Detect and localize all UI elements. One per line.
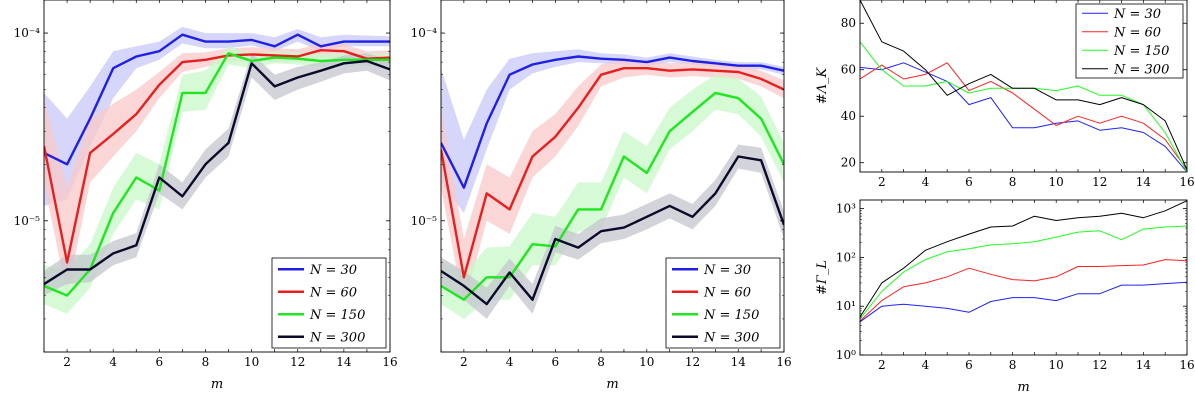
legend-entry: N = 150 <box>703 308 759 323</box>
chart-panel-4: 2 4 6 8 10 12 14 16 10⁰ 10¹ 10² 10³ m #Γ_L <box>815 199 1195 395</box>
x-tick-label: 8 <box>1009 358 1017 372</box>
x-tick-label: 12 <box>1092 175 1107 189</box>
band-n300 <box>441 144 784 319</box>
x-tick-label: 14 <box>731 355 747 369</box>
x-tick-label: 10 <box>1049 358 1064 372</box>
plot-frame <box>440 0 785 353</box>
y-tick-label: 60 <box>841 63 856 77</box>
series-line-n30 <box>860 281 1187 323</box>
series-line-n30 <box>44 33 390 166</box>
x-axis-label: m <box>211 377 223 392</box>
legend-entry: N = 300 <box>309 330 365 345</box>
legend: N = 30 N = 60 N = 150 N = 300 <box>665 257 781 349</box>
legend-entry: N = 300 <box>1113 62 1169 77</box>
legend-entry: N = 150 <box>1113 44 1169 59</box>
series-line-n150 <box>44 52 390 297</box>
legend-box <box>271 257 387 349</box>
x-tick-label: 12 <box>1092 358 1107 372</box>
legend-entry: N = 30 <box>1113 7 1161 22</box>
x-tick-label: 4 <box>922 358 930 372</box>
y-tick-label: 10³ <box>836 202 856 216</box>
x-tick-label: 12 <box>685 355 700 369</box>
legend: N = 30 N = 60 N = 150 N = 300 <box>1075 3 1184 79</box>
band-n150 <box>44 46 390 314</box>
x-tick-label: 6 <box>156 355 164 369</box>
x-tick-label: 6 <box>965 175 973 189</box>
plot-frame <box>859 199 1188 356</box>
y-tick-label: 80 <box>841 16 856 30</box>
series-line-n60 <box>441 67 784 279</box>
y-tick-label: 10² <box>836 250 856 264</box>
plot-frame <box>43 0 391 353</box>
legend-entry: N = 30 <box>309 263 357 278</box>
x-tick-label: 2 <box>878 358 886 372</box>
legend-entry: N = 60 <box>309 285 357 300</box>
band-n60 <box>441 59 784 307</box>
x-tick-label: 14 <box>1136 175 1152 189</box>
y-axis-label: #Γ_L <box>815 260 830 295</box>
band-n60 <box>44 43 390 296</box>
x-tick-label: 2 <box>878 175 886 189</box>
x-tick-label: 16 <box>776 355 791 369</box>
band-n150 <box>441 74 784 319</box>
x-tick-label: 6 <box>965 358 973 372</box>
x-tick-label: 16 <box>1179 175 1194 189</box>
y-tick-label: 40 <box>841 109 856 123</box>
legend-entry: N = 30 <box>703 263 751 278</box>
series-line-n300 <box>44 59 390 286</box>
x-tick-label: 8 <box>1009 175 1017 189</box>
x-tick-label: 2 <box>460 355 468 369</box>
chart-panel-2: 2 4 6 8 10 12 14 16 10⁻⁵ 10⁻⁴ m N = 30 N = 60 N = 150… <box>411 0 792 392</box>
y-axis-label: #Λ_K <box>815 66 830 104</box>
series-line-n60 <box>860 259 1187 322</box>
x-tick-label: 4 <box>922 175 930 189</box>
series-line-n60 <box>44 49 390 264</box>
series-line-n150 <box>860 225 1187 320</box>
x-tick-label: 10 <box>1049 175 1064 189</box>
x-tick-label: 8 <box>202 355 210 369</box>
series-line-n150 <box>441 91 784 301</box>
x-tick-label: 14 <box>1136 358 1152 372</box>
x-tick-label: 10 <box>639 355 654 369</box>
band-n300 <box>44 53 390 296</box>
plot-frame <box>859 0 1188 173</box>
y-tick-label: 20 <box>841 156 856 170</box>
legend-entry: N = 60 <box>1113 25 1161 40</box>
y-tick-label: 10⁻⁵ <box>411 214 438 228</box>
x-tick-label: 10 <box>244 355 259 369</box>
x-axis-label: m <box>606 377 618 392</box>
y-tick-label: 10¹ <box>836 299 856 313</box>
x-tick-label: 4 <box>109 355 117 369</box>
x-axis-label: m <box>1017 380 1029 395</box>
x-tick-label: 16 <box>382 355 397 369</box>
x-tick-label: 16 <box>1179 358 1194 372</box>
x-tick-label: 2 <box>63 355 71 369</box>
legend-box <box>665 257 781 349</box>
legend-entry: N = 300 <box>703 330 759 345</box>
x-tick-label: 14 <box>336 355 352 369</box>
band-n30 <box>44 26 390 206</box>
y-tick-label: 10⁻⁵ <box>14 214 41 228</box>
x-tick-label: 4 <box>506 355 514 369</box>
series-line-n60 <box>860 62 1187 170</box>
legend-entry: N = 150 <box>309 308 365 323</box>
legend-entry: N = 60 <box>703 285 751 300</box>
x-tick-label: 6 <box>552 355 560 369</box>
series-line-n300 <box>441 155 784 306</box>
series-line-n30 <box>860 62 1187 172</box>
series-line-n300 <box>860 0 1187 170</box>
y-tick-label: 10⁰ <box>836 348 856 362</box>
y-tick-label: 10⁻⁴ <box>411 26 438 40</box>
legend-box <box>1075 3 1184 79</box>
y-tick-label: 10⁻⁴ <box>14 26 41 40</box>
series-line-n300 <box>860 200 1187 318</box>
x-tick-label: 8 <box>597 355 605 369</box>
chart-panel-1: 2 4 6 8 10 12 14 16 10⁻⁵ 10⁻⁴ m N = 30 N = 60 N = 150… <box>14 0 398 392</box>
legend: N = 30 N = 60 N = 150 N = 300 <box>271 257 387 349</box>
series-line-n30 <box>441 55 784 189</box>
x-tick-label: 12 <box>290 355 305 369</box>
